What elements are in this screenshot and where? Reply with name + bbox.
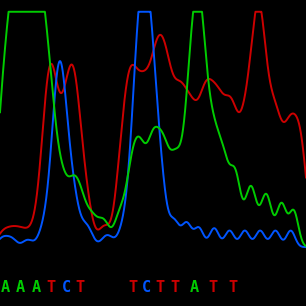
Text: T: T: [46, 280, 55, 295]
Text: A: A: [190, 280, 199, 295]
Text: C: C: [62, 280, 71, 295]
Text: A: A: [16, 280, 25, 295]
Text: T: T: [76, 280, 85, 295]
Text: T: T: [170, 280, 180, 295]
Text: A: A: [32, 280, 41, 295]
Text: T: T: [129, 280, 138, 295]
Text: T: T: [155, 280, 164, 295]
Text: C: C: [142, 280, 151, 295]
Text: T: T: [208, 280, 217, 295]
Text: A: A: [1, 280, 10, 295]
Text: T: T: [228, 280, 237, 295]
